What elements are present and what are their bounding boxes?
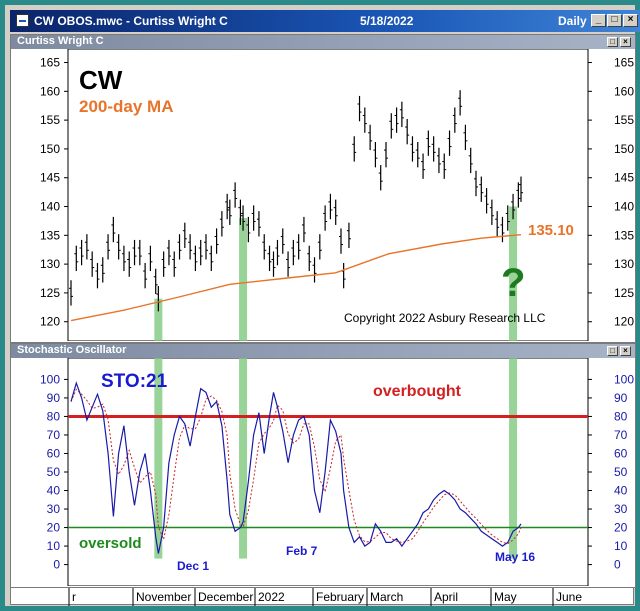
osc-highlight-bar <box>154 358 163 559</box>
osc-tick-label-left: 10 <box>47 539 61 553</box>
price-tick-label-left: 145 <box>40 171 60 185</box>
osc-tick-label-right: 50 <box>614 465 628 479</box>
marker-dec1: Dec 1 <box>177 559 210 573</box>
price-tick-label-left: 135 <box>40 228 60 242</box>
osc-tick-label-right: 0 <box>614 558 621 572</box>
osc-tick-label-right: 80 <box>614 409 628 423</box>
price-tick-label-right: 140 <box>614 200 634 214</box>
axis-label: November <box>136 590 191 604</box>
stochastic-line <box>70 381 522 554</box>
window-date: 5/18/2022 <box>360 14 414 28</box>
axis-label: r <box>72 590 76 604</box>
price-tick-label-right: 165 <box>614 56 634 70</box>
price-tick-label-right: 135 <box>614 228 634 242</box>
osc-tick-label-right: 30 <box>614 502 628 516</box>
price-tick-label-right: 125 <box>614 286 634 300</box>
pane-close-button[interactable]: × <box>620 37 631 47</box>
pane-restore-button[interactable]: □ <box>607 37 618 47</box>
price-tick-label-right: 130 <box>614 257 634 271</box>
axis-label: 2022 <box>258 590 285 604</box>
marker-feb7: Feb 7 <box>286 544 318 558</box>
price-tick-label-right: 150 <box>614 142 634 156</box>
title-bar: CW OBOS.mwc - Curtiss Wright C 5/18/2022… <box>10 10 640 32</box>
axis-label: February <box>316 590 364 604</box>
osc-tick-label-left: 70 <box>47 428 61 442</box>
osc-highlight-bar <box>239 358 248 559</box>
app-icon <box>16 14 29 27</box>
osc-tick-label-right: 20 <box>614 521 628 535</box>
highlight-bar <box>154 298 163 341</box>
price-tick-label-right: 120 <box>614 315 634 329</box>
price-pane: Curtiss Wright C □ × 120 120 125 125 130 130 1… <box>10 34 636 343</box>
osc-highlight-bar <box>509 358 518 559</box>
osc-tick-label-right: 90 <box>614 391 628 405</box>
oversold-label: oversold <box>79 535 142 552</box>
osc-tick-label-left: 0 <box>53 558 60 572</box>
time-axis: r November December 2022 February March April M… <box>10 587 634 606</box>
osc-tick-label-left: 20 <box>47 521 61 535</box>
osc-tick-label-right: 100 <box>614 372 634 386</box>
osc-close-button[interactable]: × <box>620 346 631 356</box>
osc-tick-label-right: 10 <box>614 539 628 553</box>
overbought-label: overbought <box>373 383 461 400</box>
osc-tick-label-left: 90 <box>47 391 61 405</box>
axis-label: April <box>434 590 458 604</box>
price-tick-label-left: 125 <box>40 286 60 300</box>
symbol-label: CW <box>79 65 123 95</box>
minimize-button[interactable]: _ <box>591 14 606 27</box>
axis-label: December <box>198 590 253 604</box>
osc-tick-label-left: 60 <box>47 446 61 460</box>
price-pane-title: Curtiss Wright C <box>17 35 104 47</box>
highlight-bar <box>509 206 518 341</box>
osc-tick-label-left: 50 <box>47 465 61 479</box>
price-tick-label-left: 150 <box>40 142 60 156</box>
price-plot-area <box>67 49 589 341</box>
axis-label: June <box>556 590 582 604</box>
signal-line <box>70 388 522 545</box>
osc-tick-label-left: 80 <box>47 409 61 423</box>
period-label: Daily <box>558 14 587 28</box>
osc-tick-label-left: 100 <box>40 372 60 386</box>
oscillator-pane: Stochastic Oscillator □ × 0 0 10 10 20 20 30 30… <box>10 343 636 588</box>
osc-pane-header: Stochastic Oscillator □ × <box>11 344 635 358</box>
window-title: CW OBOS.mwc - Curtiss Wright C <box>34 14 228 28</box>
osc-restore-button[interactable]: □ <box>607 346 618 356</box>
price-tick-label-right: 145 <box>614 171 634 185</box>
price-tick-label-right: 160 <box>614 84 634 98</box>
price-tick-label-left: 130 <box>40 257 60 271</box>
axis-label: May <box>494 590 517 604</box>
ma-value-label: 135.10 <box>528 222 574 239</box>
ma-label: 200-day MA <box>79 97 174 116</box>
price-tick-label-left: 155 <box>40 113 60 127</box>
osc-tick-label-right: 70 <box>614 428 628 442</box>
sto-label: STO:21 <box>101 371 168 392</box>
ma-line <box>70 234 522 322</box>
price-tick-label-left: 160 <box>40 84 60 98</box>
osc-tick-label-right: 60 <box>614 446 628 460</box>
price-tick-label-right: 155 <box>614 113 634 127</box>
axis-label: March <box>370 590 403 604</box>
oscillator-chart: 0 0 10 10 20 20 30 30 40 40 50 50 60 60 70 70 80 80 90 90 10… <box>40 358 634 586</box>
price-tick-label-left: 140 <box>40 200 60 214</box>
price-chart: 120 120 125 125 130 130 135 135 140 140 145 145 150 1… <box>40 49 634 341</box>
question-mark: ? <box>501 261 526 305</box>
osc-pane-title: Stochastic Oscillator <box>17 344 127 356</box>
restore-button[interactable]: □ <box>607 14 622 27</box>
osc-tick-label-left: 40 <box>47 484 61 498</box>
price-pane-header: Curtiss Wright C □ × <box>11 35 635 49</box>
close-button[interactable]: × <box>623 14 638 27</box>
marker-may16: May 16 <box>495 550 536 564</box>
price-tick-label-left: 165 <box>40 56 60 70</box>
time-axis-svg: r November December 2022 February March April M… <box>68 588 582 606</box>
highlight-bar <box>239 218 248 341</box>
price-tick-label-left: 120 <box>40 315 60 329</box>
osc-tick-label-right: 40 <box>614 484 628 498</box>
copyright-label: Copyright 2022 Asbury Research LLC <box>344 311 546 325</box>
osc-tick-label-left: 30 <box>47 502 61 516</box>
